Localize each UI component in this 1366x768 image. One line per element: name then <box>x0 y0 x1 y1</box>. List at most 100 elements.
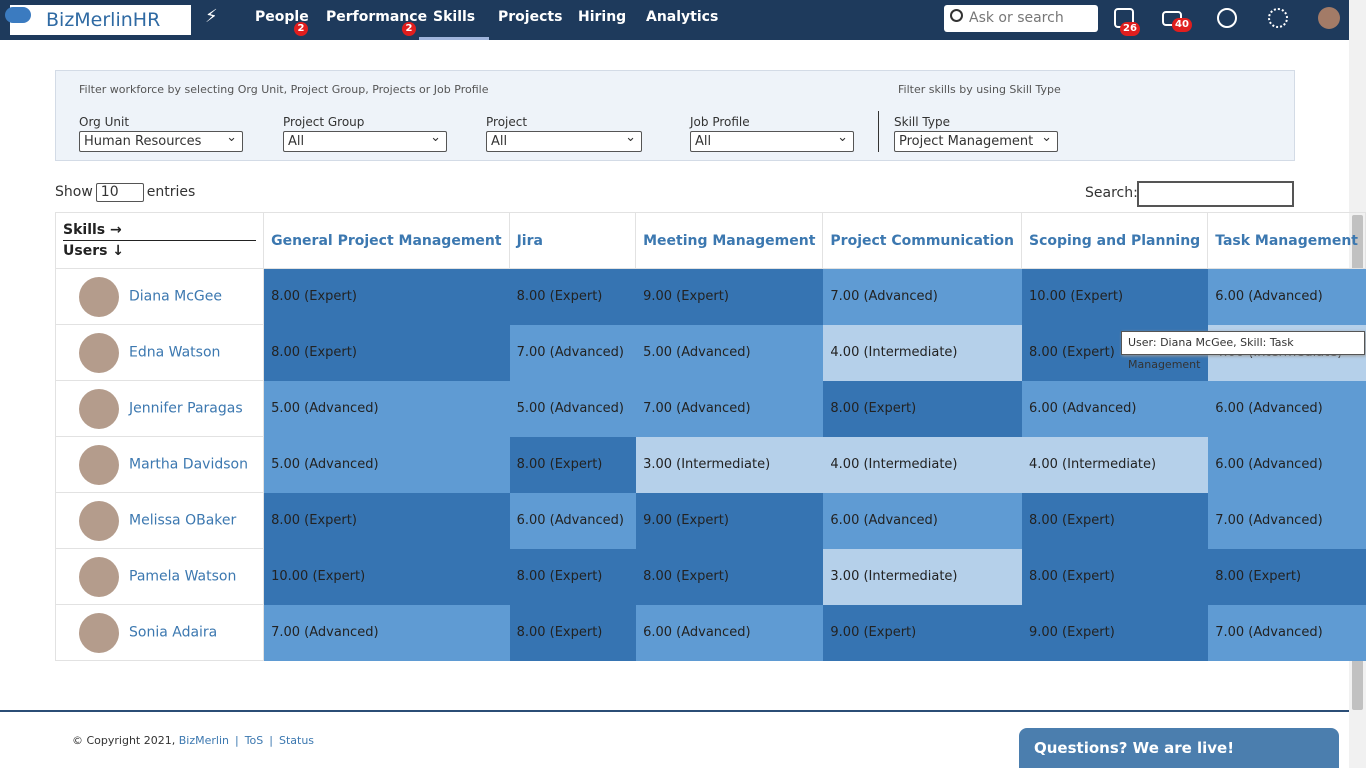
filter-select[interactable]: All <box>283 128 447 152</box>
skill-hint: Filter skills by using Skill Type <box>898 83 1061 96</box>
user-cell: Sonia Adaira <box>54 604 265 661</box>
skill-cell: 3.00 (Intermediate) <box>635 436 824 493</box>
user-name[interactable]: Sonia Adaira <box>129 624 218 640</box>
skill-cell: 9.00 (Expert) <box>1020 604 1209 661</box>
skill-cell: 10.00 (Expert) <box>263 548 510 605</box>
user-name[interactable]: Martha Davidson <box>129 456 248 472</box>
footer: © Copyright 2021, BizMerlin | ToS | Status <box>72 734 314 747</box>
user-name[interactable]: Jennifer Paragas <box>129 400 243 416</box>
skill-cell: 5.00 (Advanced) <box>635 324 824 381</box>
skill-cell: 9.00 (Expert) <box>635 268 824 325</box>
skill-cell: 8.00 (Expert) <box>508 548 637 605</box>
table-search[interactable] <box>1137 181 1294 207</box>
skill-cell: 8.00 (Expert) <box>635 548 824 605</box>
skill-cell: 6.00 (Advanced) <box>1207 380 1366 437</box>
user-row: Jennifer Paragas 5.00 (Advanced) 5.00 (Adv… <box>54 380 1366 437</box>
footer-link[interactable]: BizMerlin <box>178 734 229 747</box>
skill-cell: 5.00 (Advanced) <box>263 380 510 437</box>
skill-cell: 4.00 (Intermediate) <box>822 436 1022 493</box>
separator <box>878 111 879 152</box>
skill-header[interactable]: Scoping and Planning <box>1020 212 1209 269</box>
skill-cell: 8.00 (Expert) <box>263 492 510 549</box>
quick-icon[interactable]: ⚡ <box>205 6 218 27</box>
user-row: Melissa OBaker 8.00 (Expert) 6.00 (Advance… <box>54 492 1366 549</box>
skill-cell: 3.00 (Intermediate) <box>822 548 1022 605</box>
skill-cell: 8.00 (Expert) <box>1020 548 1209 605</box>
filter-select[interactable]: All <box>486 128 642 152</box>
skill-header[interactable]: Project Communication <box>822 212 1022 269</box>
nav-badge: 2 <box>402 22 416 36</box>
nav-item[interactable]: Hiring <box>578 9 627 25</box>
corner-skills: Skills → <box>63 222 257 241</box>
logo-icon <box>5 7 31 23</box>
user-row: Martha Davidson 5.00 (Advanced) 8.00 (Expe… <box>54 436 1366 493</box>
skill-cell: 8.00 (Expert) <box>1207 548 1366 605</box>
skill-cell: 7.00 (Advanced) <box>635 380 824 437</box>
search-icon <box>950 9 963 22</box>
avatar <box>79 556 119 597</box>
top-nav: BizMerlinHR ⚡ Ask or search 26 40 People… <box>0 0 1349 40</box>
filter-label: Project <box>486 115 528 129</box>
filter-select[interactable]: Human Resources <box>79 128 243 152</box>
skill-cell: 8.00 (Expert) <box>508 436 637 493</box>
skill-cell: 6.00 (Advanced) <box>635 604 824 661</box>
skill-cell: 8.00 (Expert) <box>508 268 637 325</box>
settings-icon[interactable] <box>1268 8 1288 28</box>
length-select[interactable]: 10 <box>95 182 144 202</box>
nav-item[interactable]: People <box>255 9 309 25</box>
profile-avatar[interactable] <box>1318 7 1340 29</box>
filter-select[interactable]: All <box>690 128 854 152</box>
layers-badge: 26 <box>1120 22 1140 36</box>
skill-cell: 7.00 (Advanced) <box>822 268 1022 325</box>
copyright: © Copyright 2021, <box>72 734 176 747</box>
skill-cell: 8.00 (Expert) <box>263 268 510 325</box>
logo[interactable]: BizMerlinHR <box>10 5 191 35</box>
skill-cell: 8.00 (Expert) <box>822 380 1022 437</box>
nav-item[interactable]: Projects <box>498 9 563 25</box>
filter-label: Org Unit <box>79 115 130 129</box>
skill-cell: 7.00 (Advanced) <box>508 324 637 381</box>
user-name[interactable]: Edna Watson <box>129 344 221 360</box>
skill-cell: 5.00 (Advanced) <box>263 436 510 493</box>
skill-cell: 8.00 (Expert) <box>1020 492 1209 549</box>
user-row: Diana McGee 8.00 (Expert) 8.00 (Expert) 9.0… <box>54 268 1366 325</box>
skill-cell: 6.00 (Advanced) <box>1020 380 1209 437</box>
filter-label: Skill Type <box>894 115 950 129</box>
avatar <box>79 388 119 429</box>
user-cell: Jennifer Paragas <box>54 380 265 437</box>
skill-cell: 8.00 (Expert) <box>263 324 510 381</box>
user-name[interactable]: Diana McGee <box>129 288 223 304</box>
mail-badge: 40 <box>1172 18 1192 32</box>
corner-users: Users ↓ <box>63 243 125 259</box>
user-cell: Diana McGee <box>54 268 265 325</box>
user-cell: Edna Watson <box>54 324 265 381</box>
footer-link[interactable]: ToS <box>244 734 264 747</box>
nav-item[interactable]: Performance <box>326 9 428 25</box>
nav-badge: 2 <box>294 22 308 36</box>
skill-header[interactable]: Jira <box>508 212 637 269</box>
nav-item[interactable]: Analytics <box>646 9 719 25</box>
help-icon[interactable] <box>1217 8 1237 28</box>
skill-header[interactable]: Meeting Management <box>635 212 824 269</box>
skill-cell: 4.00 (Intermediate) <box>822 324 1022 381</box>
skill-cell: 7.00 (Advanced) <box>263 604 510 661</box>
chat-button[interactable]: Questions? We are live! <box>1019 728 1339 768</box>
user-name[interactable]: Pamela Watson <box>129 568 237 584</box>
search-label: Search: <box>1085 185 1138 201</box>
nav-item[interactable]: Skills <box>419 0 490 40</box>
workforce-hint: Filter workforce by selecting Org Unit, … <box>79 83 489 96</box>
footer-link[interactable]: Status <box>278 734 315 747</box>
skill-cell: 6.00 (Advanced) <box>1207 436 1366 493</box>
filter-label: Project Group <box>283 115 365 129</box>
user-name[interactable]: Melissa OBaker <box>129 512 237 528</box>
skill-header[interactable]: General Project Management <box>263 212 510 269</box>
filter-select[interactable]: Project Management <box>894 128 1058 152</box>
skill-header[interactable]: Task Management <box>1207 212 1366 269</box>
tooltip: User: Diana McGee, Skill: Task Managemen… <box>1121 331 1365 371</box>
user-cell: Pamela Watson <box>54 548 265 605</box>
global-search[interactable]: Ask or search <box>944 5 1098 32</box>
user-row: Edna Watson 8.00 (Expert) 7.00 (Advanced) 5… <box>54 324 1366 381</box>
footer-links: BizMerlin | ToS | Status <box>179 734 314 747</box>
skill-cell: 4.00 (Intermediate) <box>1020 436 1209 493</box>
